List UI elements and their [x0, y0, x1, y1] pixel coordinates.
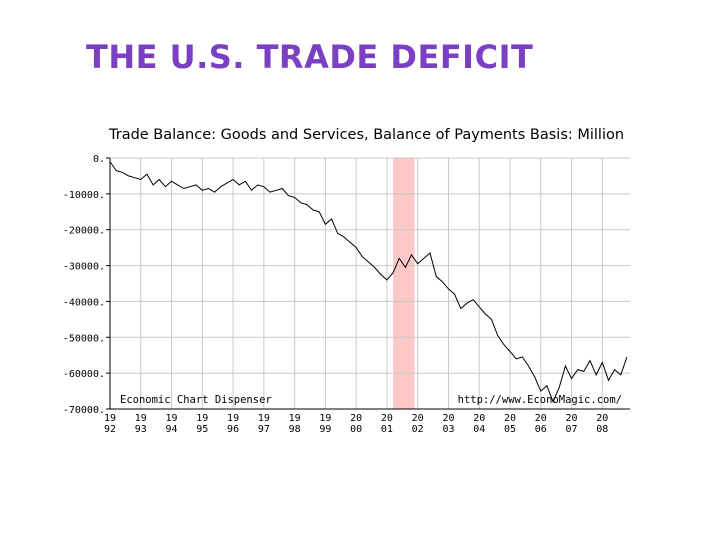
annotation-source-left: Economic Chart Dispenser — [120, 394, 272, 406]
y-tick-label: -10000. — [63, 190, 105, 201]
x-tick-label-bottom: 92 — [104, 424, 116, 435]
y-tick-label: -40000. — [63, 297, 105, 308]
y-tick-label: -50000. — [63, 333, 105, 344]
x-tick-label-bottom: 01 — [381, 424, 393, 435]
x-tick-label-bottom: 93 — [135, 424, 147, 435]
x-tick-label-top: 20 — [442, 413, 454, 424]
x-tick-label-top: 19 — [166, 413, 178, 424]
slide-title: THE U.S. TRADE DEFICIT — [86, 38, 534, 76]
x-tick-label-bottom: 98 — [289, 424, 301, 435]
x-tick-label-bottom: 08 — [596, 424, 608, 435]
x-tick-label-top: 19 — [319, 413, 331, 424]
x-tick-label-top: 20 — [596, 413, 608, 424]
x-tick-label-bottom: 05 — [504, 424, 516, 435]
x-tick-label-bottom: 97 — [258, 424, 270, 435]
y-tick-label: -30000. — [63, 262, 105, 273]
y-tick-label: -20000. — [63, 226, 105, 237]
x-tick-label-top: 20 — [473, 413, 485, 424]
x-tick-label-bottom: 02 — [412, 424, 424, 435]
x-tick-label-bottom: 94 — [166, 424, 178, 435]
x-tick-label-bottom: 06 — [535, 424, 547, 435]
annotation-source-right: http://www.EconoMagic.com/ — [458, 394, 622, 406]
x-tick-label-top: 19 — [104, 413, 116, 424]
x-tick-label-bottom: 07 — [566, 424, 578, 435]
x-tick-label-bottom: 99 — [319, 424, 331, 435]
x-tick-label-bottom: 95 — [196, 424, 208, 435]
x-tick-label-bottom: 96 — [227, 424, 239, 435]
x-tick-label-top: 20 — [504, 413, 516, 424]
x-tick-label-top: 20 — [412, 413, 424, 424]
x-tick-label-top: 20 — [381, 413, 393, 424]
x-tick-label-top: 19 — [289, 413, 301, 424]
x-tick-label-top: 20 — [535, 413, 547, 424]
series-line — [109, 161, 628, 404]
recession-band — [393, 158, 415, 409]
y-tick-label: 0. — [93, 154, 105, 165]
x-tick-label-top: 19 — [227, 413, 239, 424]
x-tick-label-top: 19 — [196, 413, 208, 424]
y-tick-label: -70000. — [63, 405, 105, 416]
y-tick-label: -60000. — [63, 369, 105, 380]
chart-title: Trade Balance: Goods and Services, Balan… — [109, 127, 625, 143]
x-tick-label-bottom: 03 — [442, 424, 454, 435]
x-tick-label-top: 20 — [350, 413, 362, 424]
x-tick-label-bottom: 04 — [473, 424, 485, 435]
x-tick-label-top: 19 — [258, 413, 270, 424]
x-tick-label-bottom: 00 — [350, 424, 362, 435]
x-tick-label-top: 20 — [566, 413, 578, 424]
x-tick-label-top: 19 — [135, 413, 147, 424]
